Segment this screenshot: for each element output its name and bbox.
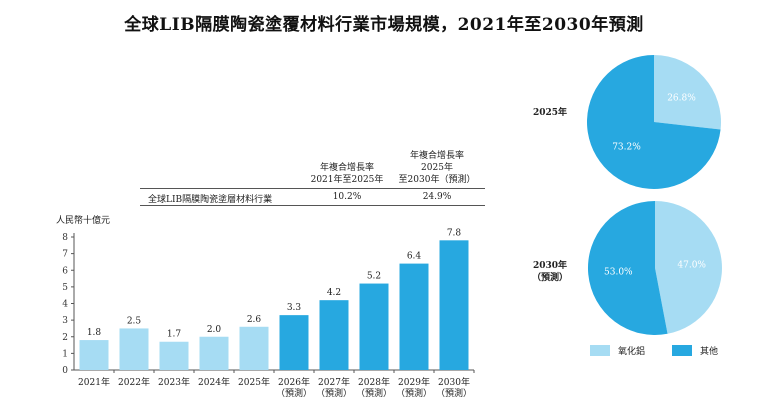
- bar: [119, 328, 149, 370]
- pie-2030-label-line: （預測）: [531, 273, 568, 283]
- legend-label-alumina: 氧化鋁: [618, 347, 646, 357]
- bar: [239, 326, 269, 370]
- pie-slice: [587, 200, 668, 335]
- x-tick-label: 2029年: [398, 376, 430, 388]
- cagr-header-line: 年複合增長率: [409, 151, 464, 161]
- x-tick-label: 2022年: [118, 376, 150, 388]
- pie-2030-label: 2030年 （預測）: [520, 260, 580, 284]
- bar-value-label: 2.5: [127, 316, 142, 326]
- y-tick-label: 7: [62, 250, 68, 260]
- chart-title: 全球LIB隔膜陶瓷塗覆材料行業市場規模，2021年至2030年預測: [124, 15, 644, 35]
- legend-item-others: 其他: [672, 344, 718, 357]
- legend-swatch-alumina: [590, 345, 610, 356]
- bar-value-label: 2.0: [207, 325, 222, 335]
- x-tick-label: 2027年: [318, 376, 350, 388]
- pie-slice-label: 26.8%: [667, 94, 696, 104]
- bar: [279, 315, 309, 370]
- bar: [199, 336, 229, 370]
- cagr-row-label: 全球LIB隔膜陶瓷塗層材料行業: [148, 195, 273, 205]
- x-tick-label: 2023年: [158, 376, 190, 388]
- x-tick-label: 2028年: [358, 376, 390, 388]
- pie-slice: [586, 55, 721, 189]
- bar: [319, 300, 349, 370]
- bar-value-label: 1.7: [167, 330, 182, 340]
- x-tick-label: （預測）: [276, 387, 312, 399]
- x-tick-label: 2026年: [278, 376, 310, 388]
- cagr-header-line: 至2030年（預測）: [398, 175, 476, 185]
- cagr-header-2025-2030: 年複合增長率 2025年 至2030年（預測）: [392, 150, 482, 186]
- bar-value-label: 4.2: [327, 288, 341, 298]
- x-tick-label: （預測）: [316, 387, 352, 399]
- cagr-header-line: 2021年至2025年: [310, 175, 384, 185]
- cagr-header-line: 2025年: [421, 163, 453, 173]
- y-tick-label: 0: [62, 366, 68, 376]
- bar: [399, 263, 429, 370]
- pie-2025-label: 2025年: [532, 108, 568, 118]
- cagr-value-2025-2030: 24.9%: [422, 192, 452, 202]
- legend-swatch-others: [672, 345, 692, 356]
- pie-slice-label: 53.0%: [604, 268, 633, 278]
- x-tick-label: 2030年: [438, 376, 470, 388]
- cagr-rule-top: [140, 188, 485, 189]
- legend-label-others: 其他: [700, 347, 719, 357]
- cagr-rule-bottom: [140, 205, 485, 206]
- bar-value-label: 6.4: [407, 252, 422, 262]
- legend-item-alumina: 氧化鋁: [590, 344, 645, 357]
- pie-2030-label-line: 2030年: [532, 261, 568, 271]
- bar: [359, 283, 389, 370]
- pie-slice-label: 73.2%: [612, 143, 641, 153]
- y-tick-label: 1: [62, 349, 68, 359]
- pie-slice: [655, 201, 722, 334]
- cagr-header-2021-2025: 年複合增長率 2021年至2025年: [302, 162, 392, 186]
- y-tick-label: 5: [62, 283, 68, 293]
- bar-value-label: 7.8: [447, 228, 462, 238]
- x-tick-label: （預測）: [356, 387, 392, 399]
- y-tick-label: 8: [62, 233, 68, 243]
- bar-value-label: 1.8: [87, 328, 102, 338]
- y-axis-unit-label: 人民幣十億元: [56, 216, 111, 226]
- cagr-header-line: 年複合增長率: [319, 163, 374, 173]
- cagr-value-2021-2025: 10.2%: [332, 192, 362, 202]
- x-tick-label: （預測）: [436, 387, 472, 399]
- y-tick-label: 2: [62, 333, 68, 343]
- y-tick-label: 4: [62, 300, 68, 310]
- bar: [439, 240, 469, 370]
- bar-value-label: 2.6: [247, 315, 262, 325]
- pie-slice-label: 47.0%: [677, 261, 706, 271]
- y-tick-label: 6: [62, 266, 68, 276]
- y-tick-label: 3: [62, 316, 68, 326]
- bar-value-label: 5.2: [367, 272, 381, 282]
- x-tick-label: 2025年: [238, 376, 270, 388]
- pie-slice: [654, 55, 721, 130]
- bar: [79, 340, 109, 370]
- x-tick-label: 2021年: [78, 376, 110, 388]
- bar: [159, 341, 189, 370]
- bar-value-label: 3.3: [287, 303, 302, 313]
- x-tick-label: 2024年: [198, 376, 230, 388]
- x-tick-label: （預測）: [396, 387, 432, 399]
